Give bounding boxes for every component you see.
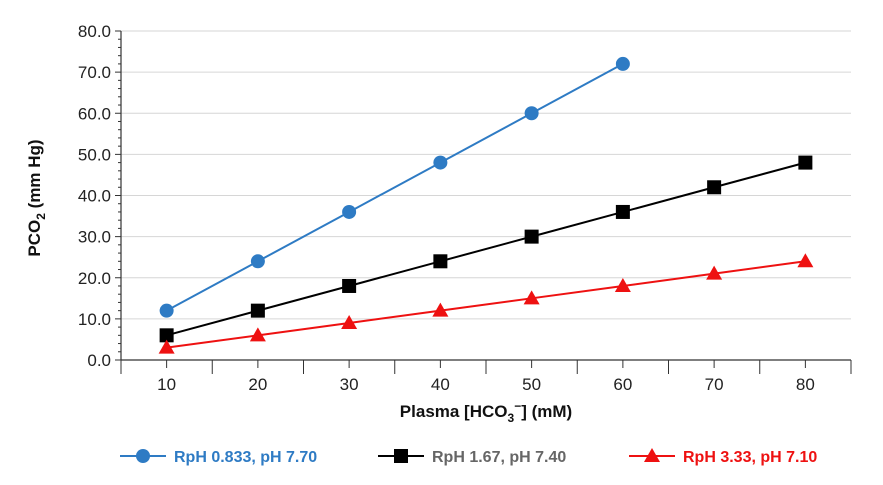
data-point-circle	[433, 155, 448, 170]
legend-marker-triangle	[644, 448, 660, 462]
series-line-square	[166, 161, 806, 337]
x-tick-label: 50	[522, 375, 541, 394]
legend-label: RpH 1.67, pH 7.40	[432, 449, 566, 466]
y-axis-title-main: PCO	[25, 220, 44, 257]
y-tick-label: 0.0	[87, 351, 111, 370]
y-tick-label: 80.0	[78, 22, 111, 41]
y-tick-label: 60.0	[78, 104, 111, 123]
x-axis-title-rest: ] (mM)	[521, 402, 572, 421]
data-point-circle	[342, 204, 357, 219]
y-tick-label: 20.0	[78, 269, 111, 288]
x-axis-title-superscript: −	[514, 399, 521, 413]
y-tick-label: 50.0	[78, 145, 111, 164]
data-point-square	[524, 229, 539, 244]
data-point-triangle	[706, 265, 723, 280]
data-point-square	[798, 155, 813, 170]
x-tick-label: 70	[705, 375, 724, 394]
legend: RpH 0.833, pH 7.70 RpH 1.67, pH 7.40 RpH 3…	[120, 448, 817, 466]
data-point-square	[250, 303, 265, 318]
x-tick-label: 10	[157, 375, 176, 394]
y-tick-label: 30.0	[78, 228, 111, 247]
x-axis-title-main: Plasma [HCO	[400, 402, 508, 421]
data-point-triangle	[614, 277, 631, 292]
y-axis-title-subscript: 2	[34, 213, 48, 220]
data-point-triangle	[523, 290, 540, 305]
data-point-triangle	[249, 327, 266, 342]
y-tick-label: 40.0	[78, 187, 111, 206]
x-tick-labels: 10 20 30 40 50 60 70 80	[157, 375, 815, 394]
y-axis-title-rest: (mm Hg)	[25, 139, 44, 213]
data-point-square	[342, 278, 357, 293]
x-tick-label: 20	[248, 375, 267, 394]
x-tick-label: 30	[340, 375, 359, 394]
data-point-circle	[615, 56, 630, 71]
x-tick-label: 40	[431, 375, 450, 394]
x-axis-title: Plasma [HCO3−] (mM)	[400, 399, 572, 425]
y-tick-label: 10.0	[78, 310, 111, 329]
series-line-triangle	[166, 260, 806, 349]
data-point-triangle	[341, 314, 358, 329]
data-point-square	[433, 254, 448, 269]
data-point-square	[159, 328, 174, 343]
y-gridlines	[121, 30, 851, 320]
legend-marker-circle	[136, 449, 150, 463]
data-point-square	[707, 180, 722, 195]
series-markers	[158, 56, 814, 354]
x-tick-label: 60	[613, 375, 632, 394]
y-tick-labels: 0.0 10.0 20.0 30.0 40.0 50.0 60.0 70.0 80.0	[78, 22, 111, 370]
y-axis-title: PCO2 (mm Hg)	[25, 139, 48, 256]
data-point-square	[615, 204, 630, 219]
series-lines	[166, 63, 806, 349]
legend-label: RpH 3.33, pH 7.10	[683, 449, 817, 466]
legend-marker-square	[394, 449, 408, 463]
series-line-circle	[166, 63, 624, 312]
x-axis-title-subscript: 3	[508, 411, 515, 425]
data-point-triangle	[158, 339, 175, 354]
data-point-circle	[524, 106, 539, 121]
x-tick-label: 80	[796, 375, 815, 394]
data-point-circle	[250, 254, 265, 269]
y-tick-label: 70.0	[78, 63, 111, 82]
data-point-triangle	[432, 302, 449, 317]
legend-label: RpH 0.833, pH 7.70	[174, 449, 317, 466]
data-point-circle	[159, 303, 174, 318]
data-point-triangle	[797, 253, 814, 268]
axes	[115, 30, 852, 374]
